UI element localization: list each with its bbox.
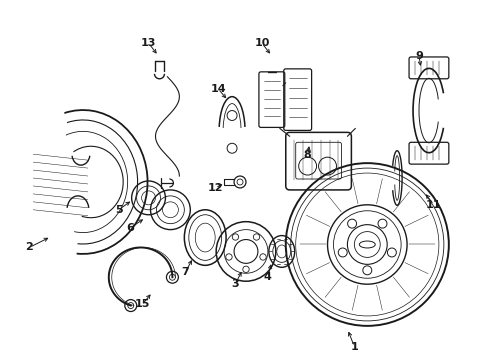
Text: 15: 15 — [135, 299, 150, 309]
Text: 2: 2 — [25, 243, 33, 252]
Text: 9: 9 — [414, 51, 422, 61]
Text: 8: 8 — [303, 150, 311, 160]
Text: 5: 5 — [115, 205, 122, 215]
Text: 10: 10 — [254, 38, 269, 48]
Text: 7: 7 — [181, 267, 189, 277]
Text: 13: 13 — [141, 38, 156, 48]
Text: 14: 14 — [210, 84, 225, 94]
Text: 4: 4 — [264, 272, 271, 282]
Text: 12: 12 — [207, 183, 223, 193]
Text: 11: 11 — [426, 200, 441, 210]
Text: 3: 3 — [231, 279, 238, 289]
Text: 6: 6 — [126, 222, 134, 233]
Text: 1: 1 — [350, 342, 358, 352]
